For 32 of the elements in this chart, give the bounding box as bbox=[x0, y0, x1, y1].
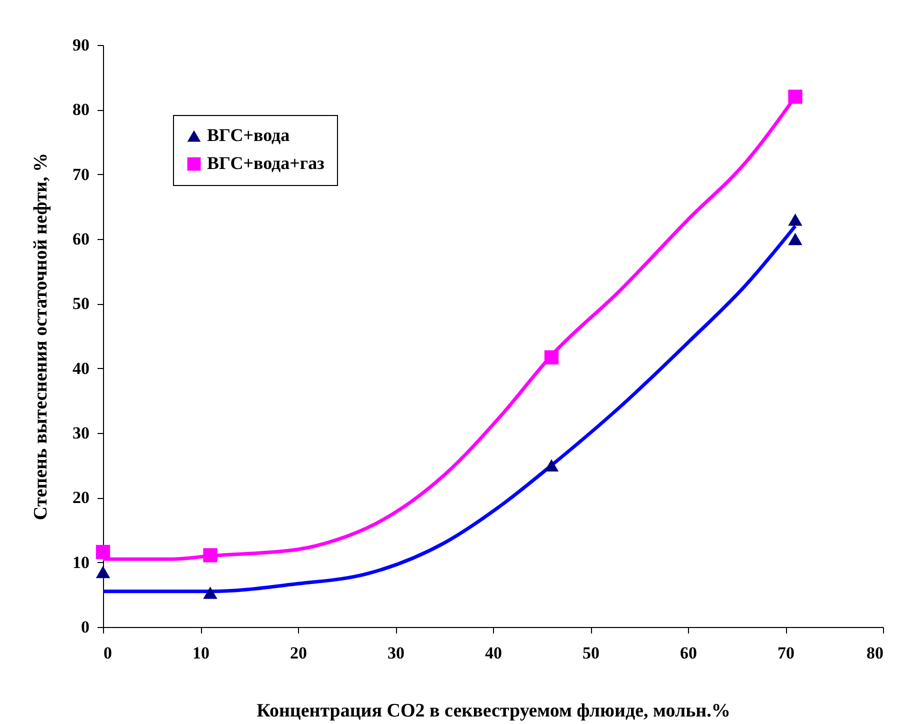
y-tick-label: 0 bbox=[81, 618, 90, 636]
x-tick-label: 70 bbox=[778, 644, 794, 662]
y-tick-label: 20 bbox=[72, 488, 90, 508]
point bbox=[788, 232, 802, 246]
x-tick-label: 30 bbox=[388, 644, 404, 662]
point bbox=[788, 213, 802, 226]
y-axis-title: Степень вытеснения остаточной нефти, % bbox=[30, 152, 52, 520]
x-tick-label: 50 bbox=[582, 644, 600, 662]
point bbox=[203, 586, 218, 599]
x-axis-title: Концентрация CO2 в секвеструемом флюиде, мольн.% bbox=[256, 700, 730, 722]
x-tick-label: 40 bbox=[485, 644, 502, 662]
x-tick-label: 80 bbox=[866, 644, 884, 662]
point bbox=[203, 548, 218, 562]
y-tick-label: 40 bbox=[72, 358, 90, 378]
x-tick-label: 60 bbox=[680, 644, 697, 662]
point bbox=[544, 350, 559, 364]
y-tick-label: 30 bbox=[72, 424, 90, 442]
legend-label: ВГС+вода+газ bbox=[207, 153, 324, 173]
y-tick-label: 50 bbox=[72, 294, 90, 314]
point bbox=[96, 566, 110, 578]
y-tick-label: 70 bbox=[72, 164, 90, 184]
x-tick-label: 10 bbox=[192, 644, 210, 662]
x-tick-label: 0 bbox=[104, 644, 112, 662]
point bbox=[544, 459, 559, 472]
x-tick-label: 20 bbox=[290, 644, 307, 662]
y-tick-label: 90 bbox=[72, 36, 90, 54]
y-tick-label: 60 bbox=[72, 230, 90, 248]
legend-label: ВГС+вода bbox=[207, 125, 290, 145]
y-tick-label: 10 bbox=[72, 552, 90, 572]
y-tick-label: 80 bbox=[72, 100, 90, 120]
point bbox=[788, 90, 802, 104]
point bbox=[96, 544, 110, 560]
